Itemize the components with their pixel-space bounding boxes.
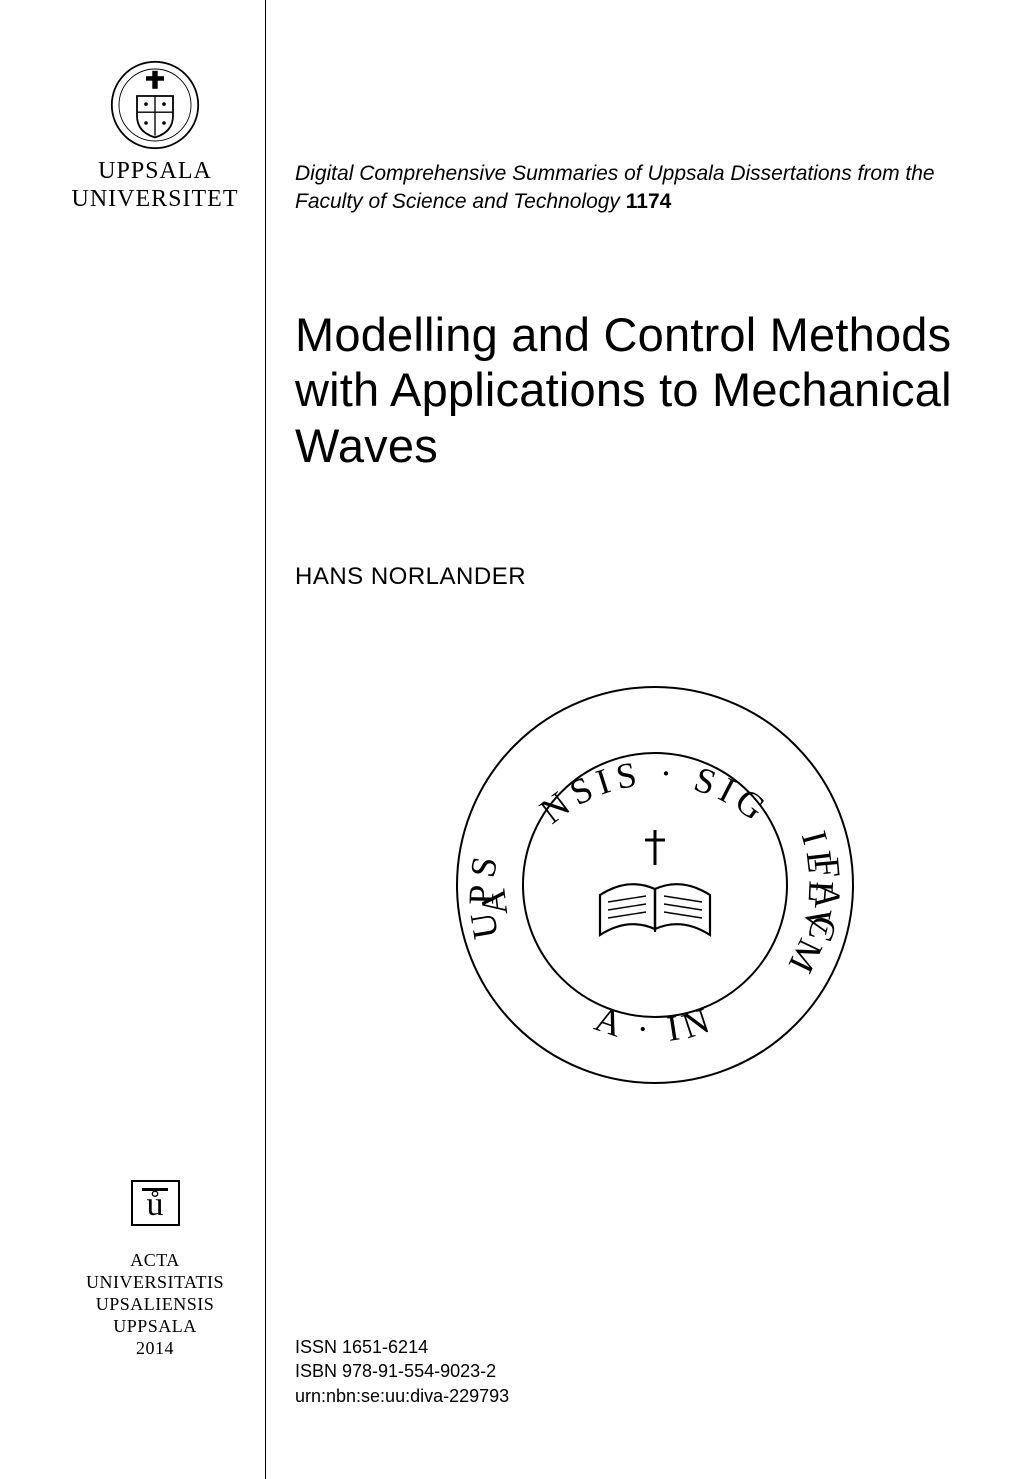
- seal-motto-top: NSIS · SIG: [532, 753, 777, 832]
- imprint-line1: ACTA: [60, 1250, 250, 1272]
- urn: urn:nbn:se:uu:diva-229793: [295, 1384, 955, 1408]
- acta-glyph-text: ů: [147, 1186, 164, 1223]
- open-book-icon: [600, 830, 710, 935]
- imprint-block: ů ACTA UNIVERSITATIS UPSALIENSIS UPPSALA…: [60, 1180, 250, 1360]
- acta-glyph-icon: ů: [131, 1180, 180, 1226]
- university-crest-icon: [110, 60, 200, 150]
- imprint-line3: UPSALIENSIS: [60, 1294, 250, 1316]
- identifiers: ISSN 1651-6214 ISBN 978-91-554-9023-2 ur…: [295, 1335, 955, 1408]
- imprint-lines: ACTA UNIVERSITATIS UPSALIENSIS UPPSALA 2…: [60, 1250, 250, 1360]
- university-wordmark: UPPSALA UNIVERSITET: [70, 158, 240, 213]
- series-number: 1174: [626, 190, 672, 213]
- svg-text:UPS: UPS: [461, 848, 506, 942]
- imprint-year: 2014: [60, 1338, 250, 1360]
- seal-motto-bottom: A · IN: [590, 998, 720, 1049]
- faculty-seal-icon: NSIS · SIG ILLVM FAC A · IN A UPS: [450, 680, 860, 1090]
- svg-text:A · IN: A · IN: [590, 998, 720, 1049]
- main-column: Digital Comprehensive Summaries of Uppsa…: [295, 160, 955, 591]
- author-name: HANS NORLANDER: [295, 563, 955, 591]
- imprint-line2: UNIVERSITATIS: [60, 1272, 250, 1294]
- imprint-line4: UPPSALA: [60, 1316, 250, 1338]
- wordmark-line1: UPPSALA: [70, 158, 240, 186]
- dissertation-title: Modelling and Control Methods with Appli…: [295, 307, 955, 473]
- svg-text:NSIS · SIG: NSIS · SIG: [532, 753, 777, 832]
- series-line: Digital Comprehensive Summaries of Uppsa…: [295, 160, 955, 217]
- cover-page: UPPSALA UNIVERSITET Digital Comprehensiv…: [0, 0, 1020, 1479]
- issn: ISSN 1651-6214: [295, 1335, 955, 1359]
- wordmark-line2: UNIVERSITET: [70, 186, 240, 214]
- vertical-rule: [265, 0, 266, 1479]
- seal-motto-left2: UPS: [461, 848, 506, 942]
- series-text: Digital Comprehensive Summaries of Uppsa…: [295, 162, 935, 213]
- university-block: UPPSALA UNIVERSITET: [70, 60, 240, 213]
- isbn: ISBN 978-91-554-9023-2: [295, 1359, 955, 1383]
